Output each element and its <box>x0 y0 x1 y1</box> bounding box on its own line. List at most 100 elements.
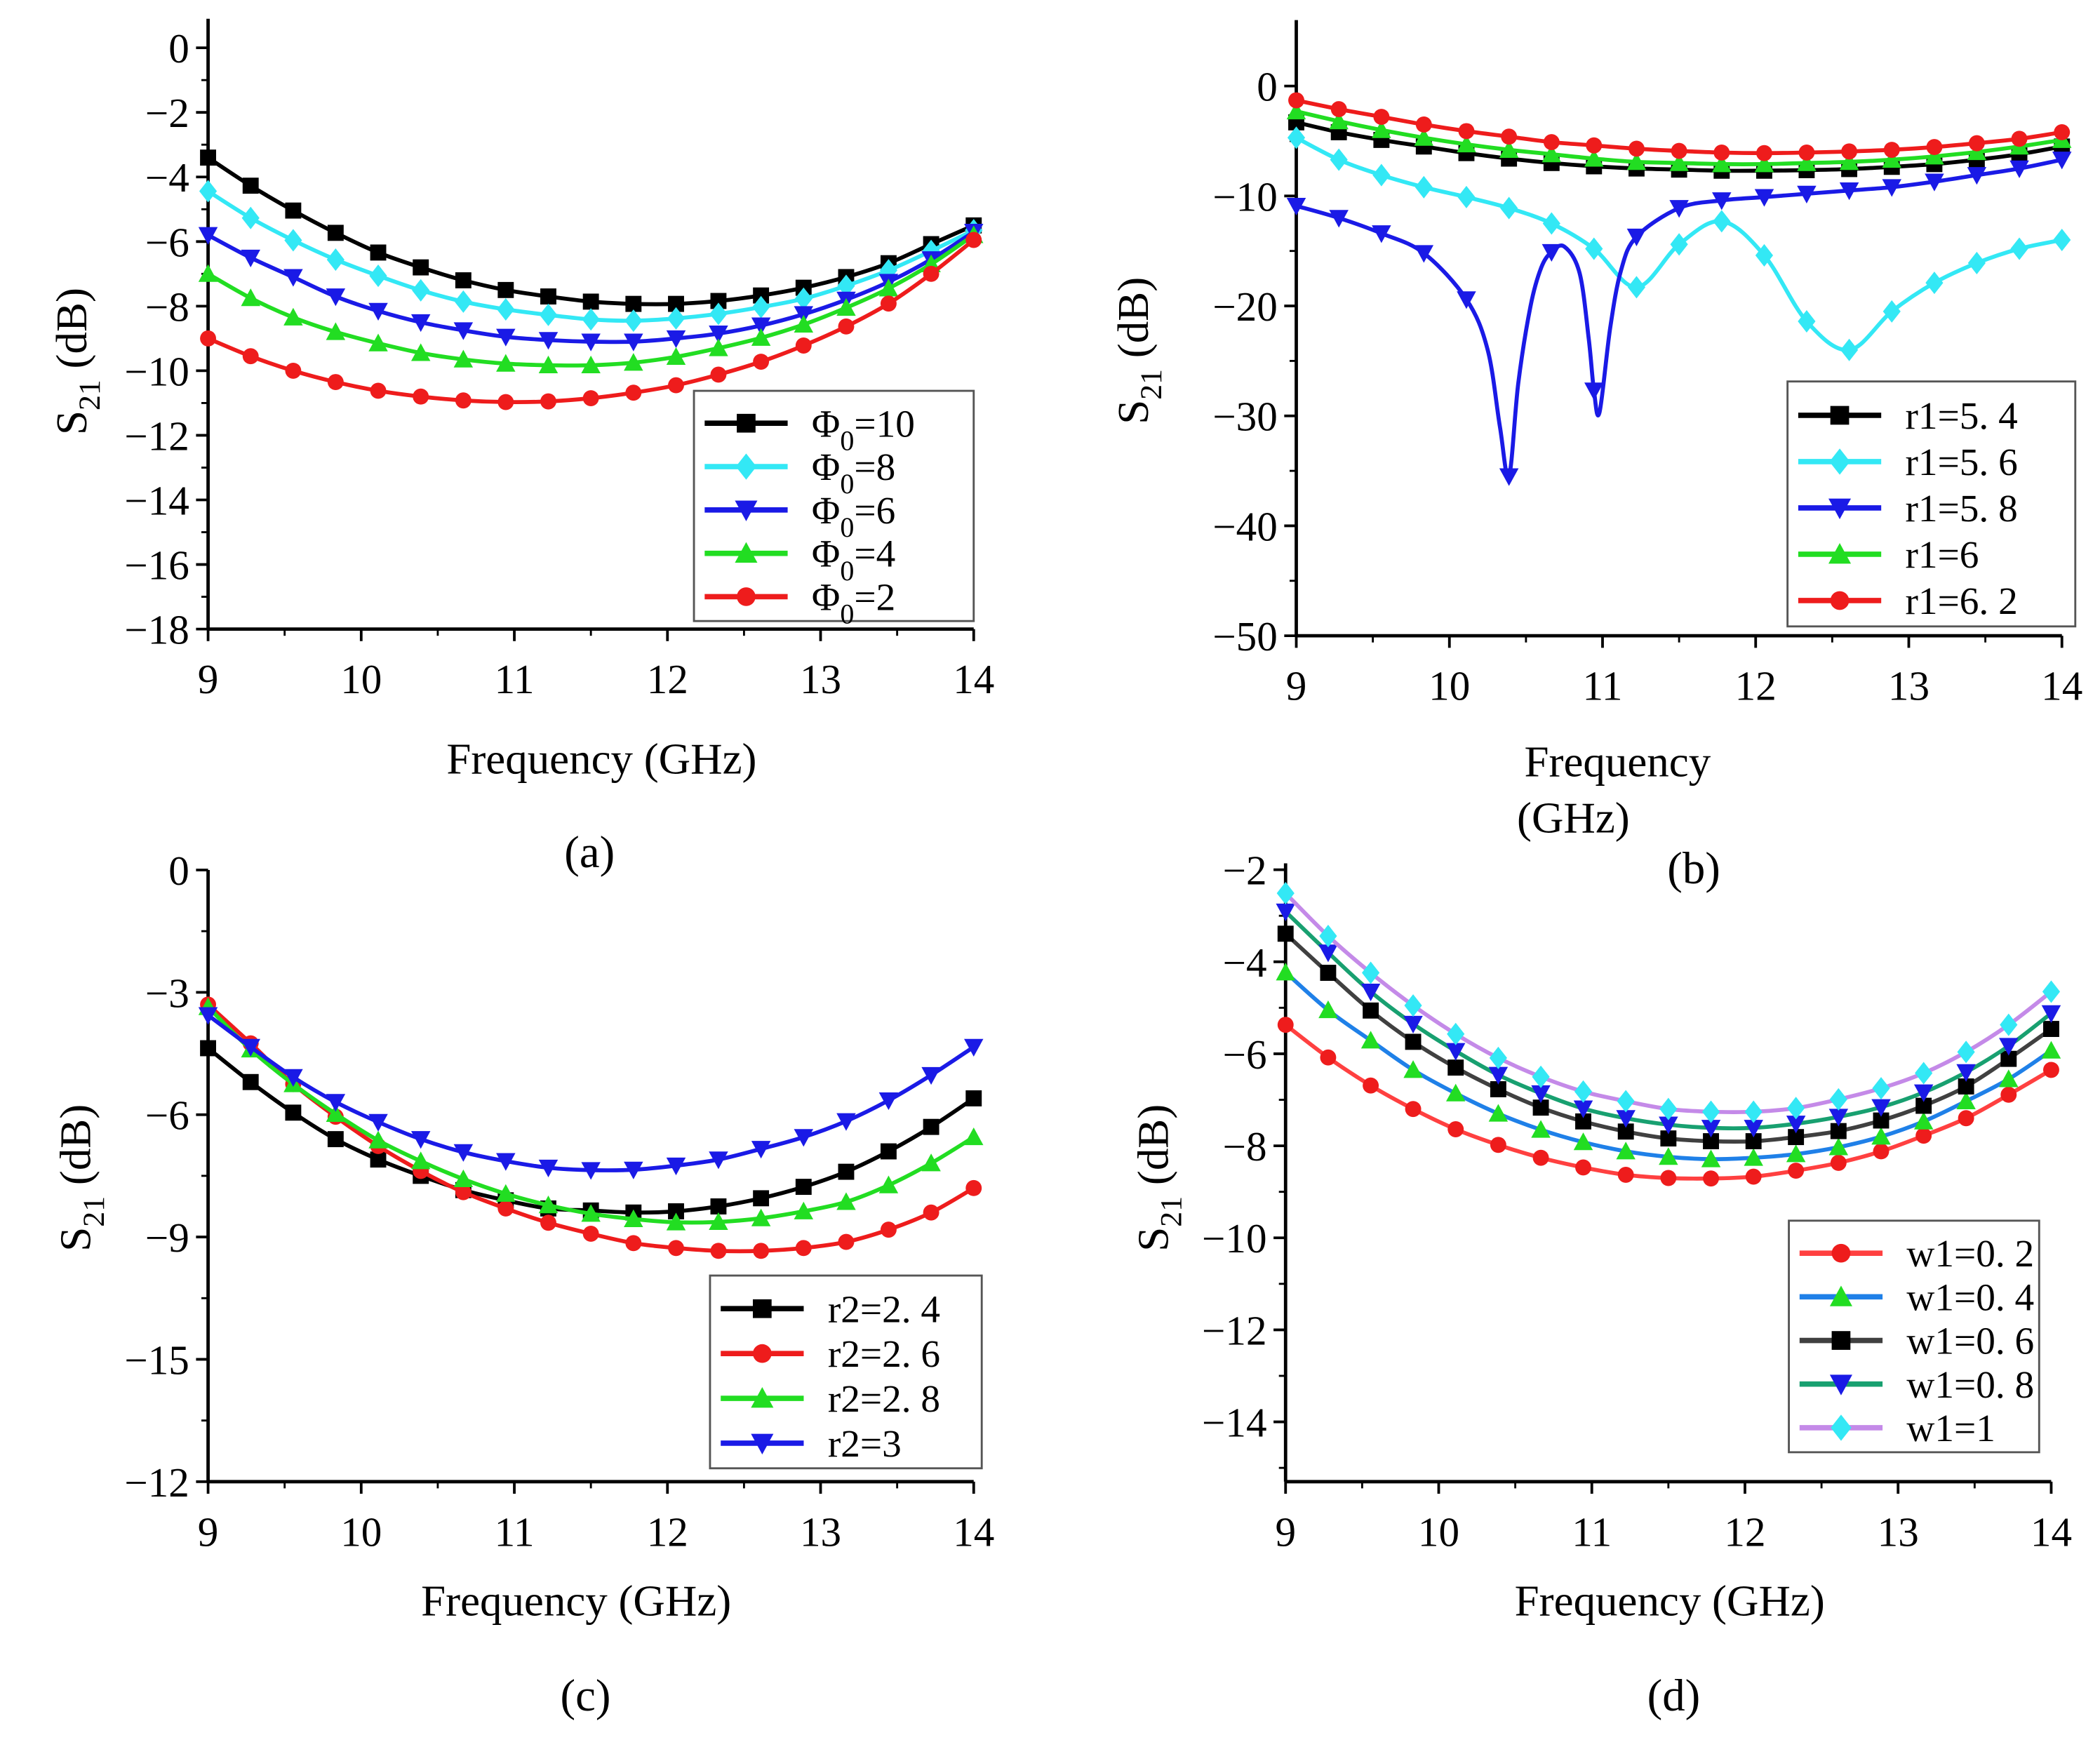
panel-d-w1-sweep: 9 10 11 12 13 14 −2 −4 −6 −8 −10 −12 −14 S21 (dB) Freq… <box>1128 848 2072 1721</box>
legend-entry: w1=0. 4 <box>1799 1276 2034 1318</box>
legend-label: w1=1 <box>1906 1407 1995 1450</box>
legend-entry: r1=5. 8 <box>1798 487 2018 530</box>
data-point-marker <box>1405 1101 1422 1118</box>
data-point-marker <box>878 1175 899 1193</box>
data-point-marker <box>242 348 259 365</box>
data-point-marker <box>666 1157 686 1176</box>
data-point-marker <box>2052 152 2072 170</box>
x-tick-label: 9 <box>1286 663 1307 709</box>
y-tick-label: −3 <box>145 970 189 1016</box>
data-point-marker <box>370 244 387 261</box>
data-point-marker <box>1798 144 1815 161</box>
data-point-marker <box>327 225 344 241</box>
panel-b-r1-sweep: 9 10 11 12 13 14 0 −10 −20 −30 −40 −50 S21 (dB) Frequ… <box>1109 20 2082 894</box>
data-point-marker <box>668 1240 684 1257</box>
data-point-marker <box>540 393 556 410</box>
data-point-marker <box>1488 1066 1509 1085</box>
data-point-marker <box>1531 1085 1551 1104</box>
data-point-marker <box>1925 173 1944 192</box>
y-label-subscript: 21 <box>73 380 107 410</box>
legend-marker <box>1828 498 1852 519</box>
y-label-main: S <box>1109 400 1158 424</box>
legend-entry: r2=2. 6 <box>721 1332 940 1375</box>
legend-phi: Φ <box>812 402 840 445</box>
series-line <box>1295 157 2063 480</box>
data-point-marker <box>1499 140 1519 158</box>
x-tick-label: 9 <box>198 656 219 702</box>
x-tick-label: 11 <box>1583 663 1623 709</box>
data-point-marker <box>709 302 728 326</box>
legend-marker <box>1829 1285 1852 1306</box>
data-point-marker <box>1488 1104 1509 1122</box>
data-point-marker <box>581 1162 601 1180</box>
y-tick-label: −12 <box>124 413 189 459</box>
legend-marker <box>1830 406 1850 425</box>
data-point-marker <box>198 227 218 245</box>
series--0-6 <box>198 224 984 352</box>
data-point-marker <box>285 1104 302 1121</box>
data-point-marker <box>1871 1127 1891 1145</box>
data-point-marker <box>326 1104 346 1123</box>
data-point-marker <box>1276 963 1295 981</box>
data-point-marker <box>326 1094 346 1112</box>
data-point-marker <box>753 354 770 370</box>
legend-marker <box>751 1433 774 1454</box>
data-point-marker <box>1542 212 1560 235</box>
data-point-marker <box>795 1240 812 1257</box>
data-point-marker <box>1958 1110 1974 1127</box>
data-point-marker <box>921 1153 941 1172</box>
data-point-marker <box>1701 1149 1721 1167</box>
data-point-marker <box>497 297 515 321</box>
data-point-marker <box>1701 1120 1721 1138</box>
data-point-marker <box>1626 152 1647 170</box>
series-r2-3 <box>198 1007 984 1180</box>
data-point-marker <box>497 1200 514 1217</box>
y-tick-label: 0 <box>168 25 189 72</box>
data-point-marker <box>242 1073 259 1090</box>
legend-phi: Φ <box>812 533 840 575</box>
data-point-marker <box>1360 1031 1381 1049</box>
series-r1-5-8 <box>1286 152 2072 486</box>
data-point-marker <box>965 1179 982 1196</box>
x-tick-label: 14 <box>953 1508 994 1555</box>
legend-label: r2=2. 4 <box>828 1287 940 1330</box>
data-point-marker <box>1788 1129 1805 1146</box>
data-point-marker <box>326 288 346 307</box>
data-point-marker <box>540 1214 556 1231</box>
data-point-marker <box>923 265 939 282</box>
x-tick-label: 13 <box>800 1508 841 1555</box>
data-point-marker <box>795 1179 812 1196</box>
data-point-marker <box>413 259 429 276</box>
legend-label: r1=5. 8 <box>1906 487 2018 530</box>
legend-marker <box>1828 542 1852 564</box>
data-point-marker <box>794 1201 814 1219</box>
data-point-marker <box>1787 1097 1805 1120</box>
legend-marker <box>1831 1243 1851 1263</box>
data-point-marker <box>1617 1123 1634 1140</box>
data-point-marker <box>710 293 727 309</box>
data-point-marker <box>1627 276 1646 299</box>
data-point-marker <box>1703 1170 1719 1187</box>
data-point-marker <box>581 1204 601 1222</box>
data-point-marker <box>1574 1080 1593 1103</box>
legend-marker <box>751 1387 774 1408</box>
data-point-marker <box>794 314 814 333</box>
data-point-marker <box>1788 1163 1805 1179</box>
legend-marker <box>752 1344 772 1363</box>
legend-entry: w1=0. 2 <box>1799 1232 2034 1275</box>
data-point-marker <box>370 1151 387 1168</box>
data-point-marker <box>1913 1111 1934 1130</box>
data-point-marker <box>1329 112 1349 130</box>
legend: w1=0. 2w1=0. 4w1=0. 6w1=0. 8w1=1 <box>1788 1219 2040 1454</box>
data-point-marker <box>1276 903 1295 922</box>
data-point-marker <box>1999 1069 2019 1088</box>
data-point-marker <box>200 149 217 166</box>
x-tick-label: 13 <box>1878 1508 1919 1555</box>
legend-marker <box>735 542 758 563</box>
x-tick-label: 10 <box>340 1508 382 1555</box>
data-point-marker <box>1584 382 1604 401</box>
legend-entry: r2=3 <box>721 1422 902 1465</box>
y-tick-label: −16 <box>124 542 189 589</box>
data-point-marker <box>1882 300 1901 323</box>
panel-label: (b) <box>1667 843 1720 894</box>
